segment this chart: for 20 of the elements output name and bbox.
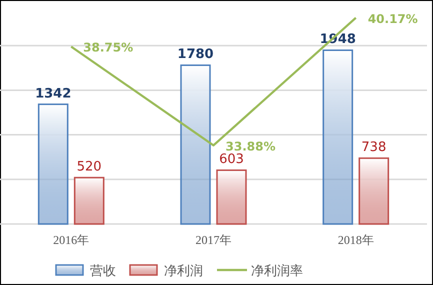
- x-tick-label: 2018年: [338, 233, 374, 247]
- bar: [74, 176, 104, 225]
- bar: [358, 157, 390, 225]
- data-label: 738: [361, 140, 386, 156]
- data-label: 603: [219, 152, 244, 168]
- bar: [180, 64, 211, 225]
- bar: [38, 104, 68, 225]
- data-label: 33.88%: [226, 139, 276, 154]
- bar: [216, 169, 247, 225]
- data-label: 520: [76, 160, 102, 175]
- legend-label: 净利润率: [251, 263, 303, 279]
- x-tick-label: 2016年: [53, 233, 90, 247]
- bar: [322, 49, 354, 225]
- legend-label: 营收: [90, 264, 116, 279]
- data-label: 38.75%: [83, 40, 134, 55]
- x-tick-label: 2017年: [196, 233, 232, 247]
- data-label: 1342: [35, 86, 72, 102]
- data-label: 40.17%: [368, 12, 418, 26]
- legend-label: 净利润: [164, 264, 203, 279]
- data-label: 1780: [177, 47, 214, 62]
